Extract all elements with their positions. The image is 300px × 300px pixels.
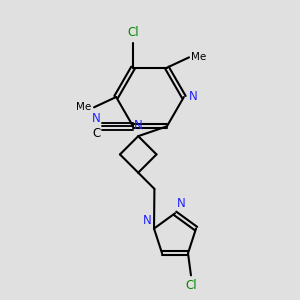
Text: Me: Me	[76, 102, 92, 112]
Text: Cl: Cl	[185, 279, 197, 292]
Text: Me: Me	[191, 52, 207, 62]
Text: Cl: Cl	[127, 26, 139, 39]
Text: N: N	[92, 112, 101, 124]
Text: N: N	[189, 91, 197, 103]
Text: N: N	[134, 119, 142, 132]
Text: N: N	[143, 214, 152, 227]
Text: N: N	[176, 197, 185, 210]
Text: C: C	[92, 127, 101, 140]
